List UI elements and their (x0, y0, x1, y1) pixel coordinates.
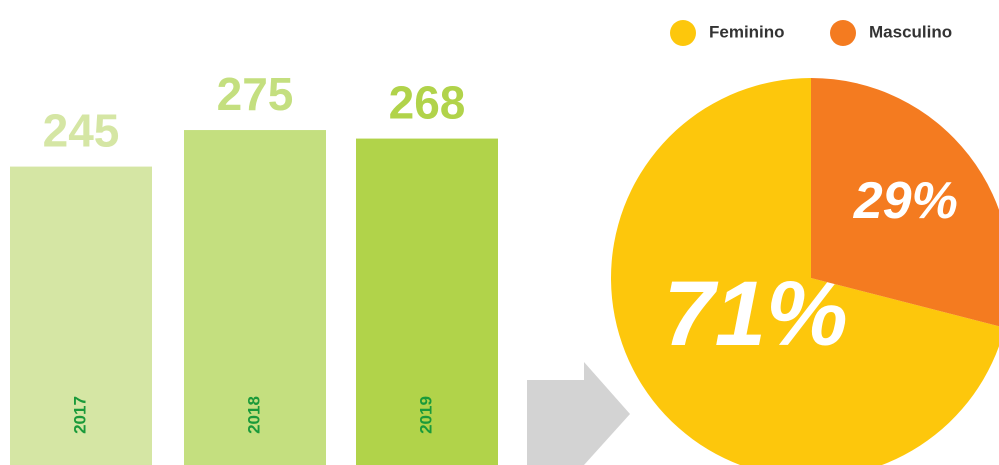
value-label: 275 (217, 68, 294, 120)
arrow (527, 362, 630, 465)
legend-label: Feminino (709, 22, 785, 41)
legend-label: Masculino (869, 22, 952, 41)
legend-swatch (670, 20, 696, 46)
bar (10, 166, 152, 465)
value-label: 245 (43, 105, 120, 157)
category-label: 2017 (70, 396, 89, 434)
category-label: 2018 (244, 396, 263, 434)
bar (356, 138, 498, 465)
pie-slice (811, 78, 999, 327)
slice-label: 29% (853, 172, 958, 230)
pie-slice (611, 78, 999, 465)
slice-label: 71% (664, 263, 848, 365)
bar (184, 130, 326, 465)
category-label: 2019 (416, 396, 435, 434)
legend-swatch (830, 20, 856, 46)
value-label: 268 (389, 77, 466, 129)
